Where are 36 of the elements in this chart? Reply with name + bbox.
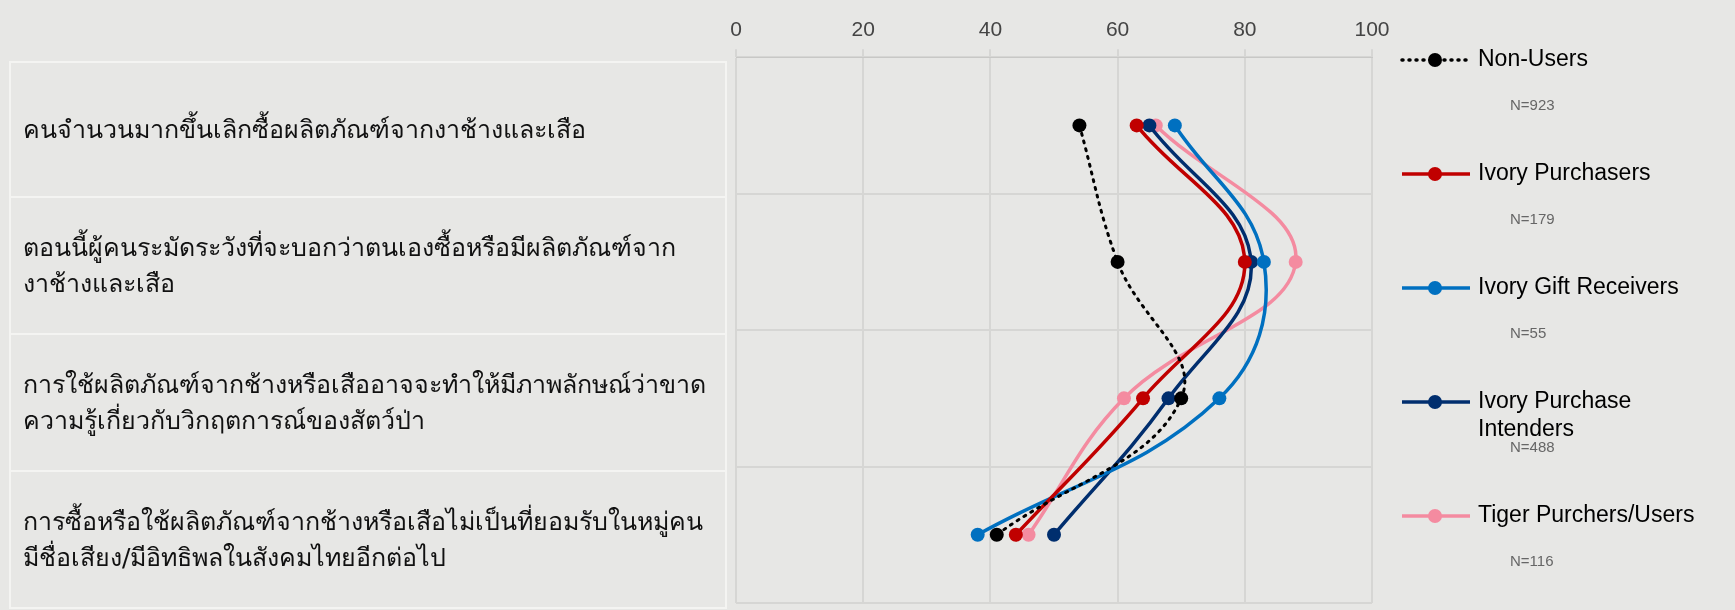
- point: [970, 527, 985, 542]
- legend-label: Non-Users: [1478, 44, 1589, 72]
- legend-label: Ivory Purchasers: [1478, 158, 1652, 186]
- text: N=923: [1510, 96, 1555, 113]
- point: [1110, 254, 1125, 269]
- point: [1161, 391, 1176, 406]
- y-tick-label: การซื้อหรือใช้ผลิตภัณฑ์จากช้างหรือเสือไม่เป็นที่ยอมรับในหมู่คนมีชื่อเสียง/มีอิทธิพลในสังคมไทยอีกต่อไป: [9, 472, 727, 609]
- y-tick-label: คนจำนวนมากขึ้นเลิกซื้อผลิตภัณฑ์จากงาช้างและเสือ: [9, 61, 727, 198]
- x-tick-label: 60: [1105, 17, 1130, 41]
- legend-label: Ivory Gift Receivers: [1478, 272, 1680, 300]
- legend-label: Tiger Purchers/Users: [1478, 500, 1696, 528]
- x-tick-label: 40: [978, 17, 1003, 41]
- point: [1008, 527, 1023, 542]
- y-tick-label: ตอนนี้ผู้คนระมัดระวังที่จะบอกว่าตนเองซื้อหรือมีผลิตภัณฑ์จากงาช้างและเสือ: [9, 198, 727, 335]
- point: [1237, 254, 1252, 269]
- point: [1174, 391, 1189, 406]
- point: [989, 527, 1004, 542]
- point: [1116, 391, 1131, 406]
- point: [1047, 527, 1061, 542]
- text: N=179: [1510, 210, 1555, 227]
- point: [1288, 254, 1303, 269]
- text: N=116: [1510, 552, 1554, 569]
- text: N=55: [1510, 324, 1547, 341]
- y-tick-label: การใช้ผลิตภัณฑ์จากช้างหรือเสืออาจจะทำให้มีภาพลักษณ์ว่าขาดความรู้เกี่ยวกับวิกฤตการณ์ของสัตว์ป่า: [9, 335, 727, 472]
- point: [1212, 391, 1227, 406]
- point: [1142, 118, 1157, 133]
- point: [1021, 527, 1036, 542]
- point: [1129, 118, 1144, 133]
- x-tick-label: 80: [1233, 17, 1257, 41]
- x-tick-label: 100: [1354, 17, 1390, 41]
- point: [1072, 118, 1087, 133]
- point: [1167, 118, 1182, 133]
- point: [1256, 254, 1271, 269]
- point: [1136, 391, 1151, 406]
- x-tick-label: 0: [730, 17, 742, 41]
- x-tick-label: 20: [851, 17, 875, 41]
